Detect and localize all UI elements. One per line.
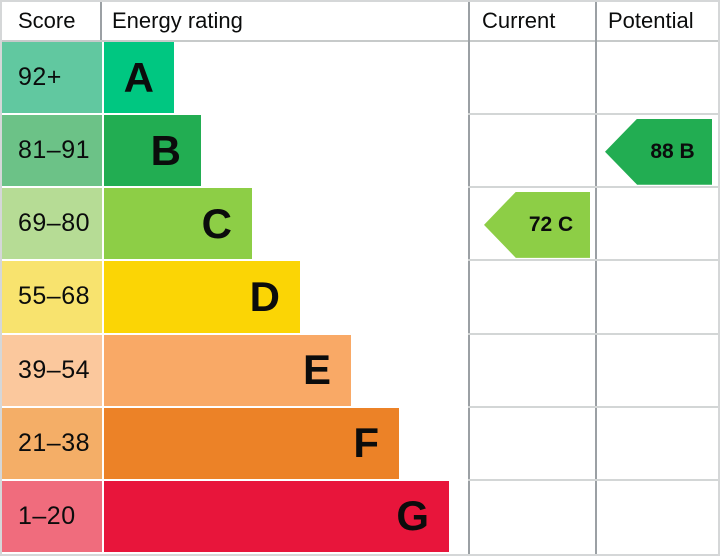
band-bar-a: A xyxy=(104,42,174,116)
header-energy-rating: Energy rating xyxy=(112,8,243,33)
potential-rating-label: 88 B xyxy=(650,139,695,163)
band-score-range: 69–80 xyxy=(2,188,104,262)
band-score-range: 21–38 xyxy=(2,407,104,481)
row-separator xyxy=(468,186,718,189)
band-score-range: 81–91 xyxy=(2,115,104,189)
column-divider-potential xyxy=(595,2,597,554)
band-score-range: 55–68 xyxy=(2,261,104,335)
band-bar-c: C xyxy=(104,188,252,262)
band-score-range: 92+ xyxy=(2,42,104,116)
band-bar-e: E xyxy=(104,334,351,408)
current-rating-label: 72 C xyxy=(528,212,574,236)
band-row-f: 21–38 F xyxy=(2,407,718,481)
band-rows: 92+ A 81–91 B 69–80 C 55–68 D 39–54 E 21–38 F 1–20 G xyxy=(2,42,718,554)
row-separator xyxy=(468,113,718,116)
band-row-a: 92+ A xyxy=(2,42,718,116)
header-current: Current xyxy=(482,8,556,33)
column-divider-score xyxy=(100,2,102,40)
row-separator xyxy=(468,332,718,335)
column-divider-current xyxy=(468,2,470,554)
row-separator xyxy=(468,259,718,262)
band-row-b: 81–91 B xyxy=(2,115,718,189)
band-score-range: 1–20 xyxy=(2,480,104,554)
band-bar-b: B xyxy=(104,115,201,189)
row-separator xyxy=(468,405,718,408)
band-row-e: 39–54 E xyxy=(2,334,718,408)
band-bar-g: G xyxy=(104,480,449,554)
header-potential: Potential xyxy=(608,8,694,33)
row-separator xyxy=(468,478,718,481)
band-row-g: 1–20 G xyxy=(2,480,718,554)
band-bar-f: F xyxy=(104,407,399,481)
header-score: Score xyxy=(18,8,76,33)
header-underline xyxy=(2,40,718,42)
band-bar-d: D xyxy=(104,261,300,335)
band-row-c: 69–80 C xyxy=(2,188,718,262)
band-row-d: 55–68 D xyxy=(2,261,718,335)
band-score-range: 39–54 xyxy=(2,334,104,408)
